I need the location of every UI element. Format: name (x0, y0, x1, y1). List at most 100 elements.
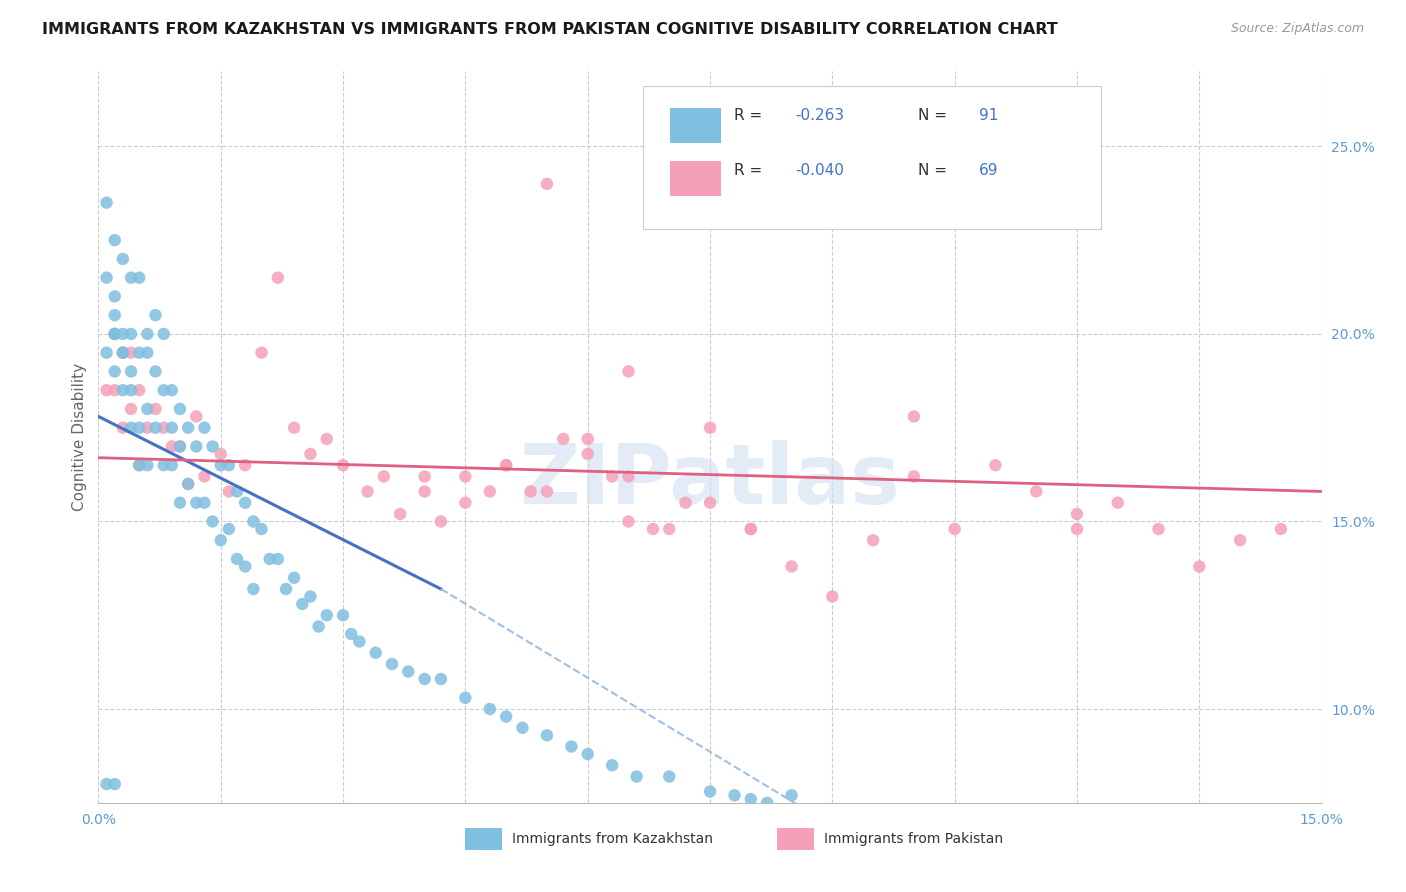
FancyBboxPatch shape (669, 108, 721, 143)
Point (495, 709, 517, 723)
Point (104, 364, 127, 378)
Point (780, 559, 803, 574)
Point (780, 789, 803, 803)
Point (169, 440, 191, 454)
Point (641, 522, 664, 536)
Point (740, 792, 762, 806)
Point (267, 270, 290, 285)
Point (152, 326, 174, 341)
Text: 91: 91 (979, 108, 998, 123)
Point (145, 420, 167, 434)
Point (128, 420, 150, 434)
Point (96, 270, 118, 285)
Point (658, 522, 681, 536)
Text: 69: 69 (979, 162, 998, 178)
Point (519, 484, 541, 499)
Point (177, 477, 200, 491)
Point (226, 484, 249, 499)
Point (120, 326, 142, 341)
Point (821, 590, 844, 604)
Point (145, 401, 167, 416)
Point (136, 458, 159, 473)
Point (136, 401, 159, 416)
Point (128, 458, 150, 473)
Text: R =: R = (734, 162, 762, 178)
Text: ZIPatlas: ZIPatlas (520, 441, 900, 522)
Point (315, 608, 337, 623)
Point (267, 552, 290, 566)
Text: IMMIGRANTS FROM KAZAKHSTAN VS IMMIGRANTS FROM PAKISTAN COGNITIVE DISABILITY CORR: IMMIGRANTS FROM KAZAKHSTAN VS IMMIGRANTS… (42, 22, 1057, 37)
Point (512, 721, 534, 735)
Point (193, 469, 215, 483)
Point (495, 458, 517, 473)
Point (756, 796, 779, 810)
Point (152, 458, 174, 473)
Point (104, 326, 127, 341)
Point (1107, 496, 1129, 510)
Point (364, 646, 387, 660)
Point (291, 597, 314, 611)
Text: N =: N = (918, 162, 948, 178)
Point (740, 522, 762, 536)
Point (536, 484, 558, 499)
Point (193, 496, 215, 510)
Point (201, 440, 224, 454)
Point (96, 383, 118, 397)
Point (675, 496, 697, 510)
FancyBboxPatch shape (643, 86, 1101, 228)
Point (1025, 484, 1047, 499)
Point (177, 420, 200, 434)
Point (128, 345, 150, 359)
Text: -0.040: -0.040 (796, 162, 845, 178)
Point (120, 364, 142, 378)
Point (120, 420, 142, 434)
Point (478, 484, 501, 499)
Point (495, 458, 517, 473)
Point (104, 383, 127, 397)
Point (274, 582, 297, 596)
Point (332, 458, 354, 473)
Point (723, 789, 745, 803)
Point (136, 345, 159, 359)
Point (349, 634, 371, 648)
Point (430, 515, 453, 529)
Point (233, 559, 256, 574)
Point (233, 458, 256, 473)
Point (169, 401, 191, 416)
Point (1229, 533, 1251, 548)
Point (454, 469, 477, 483)
Point (903, 469, 925, 483)
Text: Immigrants from Kazakhstan: Immigrants from Kazakhstan (512, 832, 713, 847)
Point (315, 432, 337, 446)
Point (177, 477, 200, 491)
Point (186, 440, 208, 454)
Point (1270, 522, 1292, 536)
Point (169, 496, 191, 510)
Point (104, 326, 127, 341)
Point (242, 515, 264, 529)
Point (186, 496, 208, 510)
Point (209, 447, 232, 461)
Point (356, 484, 378, 499)
Point (226, 552, 249, 566)
Point (160, 383, 183, 397)
Point (1188, 559, 1211, 574)
Point (1066, 522, 1088, 536)
Point (340, 627, 363, 641)
Point (903, 409, 925, 424)
Y-axis label: Cognitive Disability: Cognitive Disability (72, 363, 87, 511)
Point (120, 345, 142, 359)
FancyBboxPatch shape (778, 829, 814, 850)
Point (617, 515, 640, 529)
Text: Source: ZipAtlas.com: Source: ZipAtlas.com (1230, 22, 1364, 36)
Point (413, 672, 436, 686)
Point (128, 458, 150, 473)
Point (104, 308, 127, 322)
Point (984, 458, 1007, 473)
Point (600, 758, 623, 772)
Point (111, 326, 134, 341)
Point (259, 552, 281, 566)
FancyBboxPatch shape (669, 161, 721, 195)
Point (218, 522, 240, 536)
Point (145, 364, 167, 378)
